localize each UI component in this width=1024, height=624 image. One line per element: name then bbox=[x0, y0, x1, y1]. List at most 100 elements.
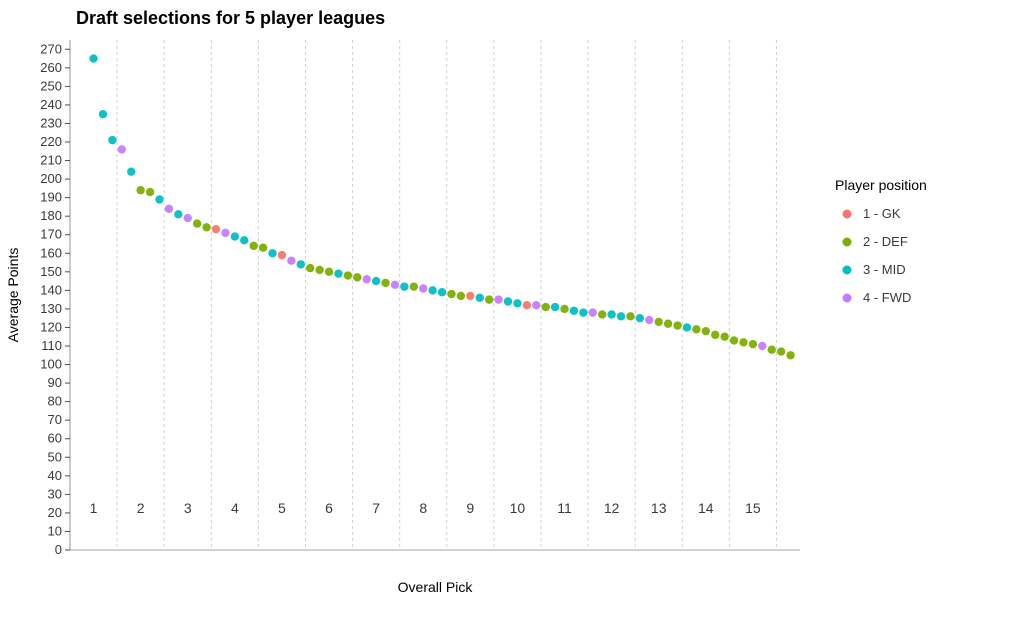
data-point bbox=[221, 229, 229, 237]
y-tick-label: 270 bbox=[40, 41, 62, 56]
legend-item-label: 4 - FWD bbox=[863, 290, 911, 305]
data-point bbox=[184, 214, 192, 222]
y-tick-label: 250 bbox=[40, 78, 62, 93]
data-point bbox=[683, 323, 691, 331]
y-tick-label: 220 bbox=[40, 134, 62, 149]
legend-swatch bbox=[843, 294, 852, 303]
data-point bbox=[617, 312, 625, 320]
y-axis-title: Average Points bbox=[5, 248, 21, 343]
data-point bbox=[476, 294, 484, 302]
legend-swatch bbox=[843, 266, 852, 275]
data-point bbox=[749, 340, 757, 348]
y-tick-label: 100 bbox=[40, 357, 62, 372]
round-label: 11 bbox=[557, 500, 572, 516]
legend-swatch bbox=[843, 210, 852, 219]
data-point bbox=[560, 305, 568, 313]
data-point bbox=[89, 54, 97, 62]
legend-swatch bbox=[843, 238, 852, 247]
data-point bbox=[174, 210, 182, 218]
y-tick-label: 200 bbox=[40, 171, 62, 186]
data-point bbox=[655, 318, 663, 326]
round-label: 2 bbox=[137, 500, 145, 516]
data-point bbox=[758, 342, 766, 350]
data-point bbox=[372, 277, 380, 285]
legend-item-label: 3 - MID bbox=[863, 262, 906, 277]
data-point bbox=[523, 301, 531, 309]
data-point bbox=[146, 188, 154, 196]
round-label: 13 bbox=[651, 500, 667, 516]
data-point bbox=[334, 269, 342, 277]
legend-item-label: 1 - GK bbox=[863, 206, 901, 221]
y-tick-label: 60 bbox=[48, 431, 62, 446]
data-point bbox=[579, 308, 587, 316]
data-point bbox=[419, 284, 427, 292]
data-point bbox=[494, 295, 502, 303]
legend-title: Player position bbox=[835, 177, 927, 193]
data-point bbox=[692, 325, 700, 333]
round-label: 12 bbox=[604, 500, 620, 516]
data-point bbox=[786, 351, 794, 359]
chart-title: Draft selections for 5 player leagues bbox=[76, 8, 385, 28]
data-point bbox=[702, 327, 710, 335]
data-point bbox=[532, 301, 540, 309]
data-point bbox=[457, 292, 465, 300]
data-point bbox=[513, 299, 521, 307]
data-point bbox=[99, 110, 107, 118]
data-point bbox=[410, 282, 418, 290]
data-point bbox=[447, 290, 455, 298]
data-point bbox=[127, 167, 135, 175]
y-tick-label: 130 bbox=[40, 301, 62, 316]
x-axis-title: Overall Pick bbox=[398, 579, 474, 595]
data-point bbox=[739, 338, 747, 346]
data-point bbox=[673, 321, 681, 329]
data-point bbox=[136, 186, 144, 194]
data-point bbox=[118, 145, 126, 153]
data-point bbox=[589, 308, 597, 316]
y-tick-label: 10 bbox=[48, 523, 62, 538]
y-tick-label: 70 bbox=[48, 412, 62, 427]
data-point bbox=[259, 244, 267, 252]
data-point bbox=[438, 288, 446, 296]
data-point bbox=[240, 236, 248, 244]
round-label: 6 bbox=[325, 500, 333, 516]
data-point bbox=[730, 336, 738, 344]
y-tick-label: 260 bbox=[40, 60, 62, 75]
y-tick-label: 120 bbox=[40, 319, 62, 334]
round-label: 5 bbox=[278, 500, 286, 516]
y-tick-label: 20 bbox=[48, 505, 62, 520]
round-label: 14 bbox=[698, 500, 714, 516]
data-point bbox=[212, 225, 220, 233]
data-point bbox=[504, 297, 512, 305]
data-point bbox=[381, 279, 389, 287]
data-point bbox=[202, 223, 210, 231]
data-point bbox=[570, 307, 578, 315]
data-point bbox=[664, 320, 672, 328]
round-label: 10 bbox=[510, 500, 526, 516]
y-tick-label: 90 bbox=[48, 375, 62, 390]
data-point bbox=[231, 232, 239, 240]
data-point bbox=[108, 136, 116, 144]
y-tick-label: 210 bbox=[40, 153, 62, 168]
data-point bbox=[720, 333, 728, 341]
data-point bbox=[598, 310, 606, 318]
data-point bbox=[636, 314, 644, 322]
y-tick-label: 160 bbox=[40, 245, 62, 260]
round-label: 9 bbox=[466, 500, 474, 516]
chart-background bbox=[0, 0, 1024, 624]
round-label: 15 bbox=[745, 500, 761, 516]
data-point bbox=[325, 268, 333, 276]
data-point bbox=[711, 331, 719, 339]
y-tick-label: 50 bbox=[48, 449, 62, 464]
data-point bbox=[363, 275, 371, 283]
data-point bbox=[551, 303, 559, 311]
y-tick-label: 180 bbox=[40, 208, 62, 223]
data-point bbox=[287, 256, 295, 264]
data-point bbox=[278, 251, 286, 259]
y-tick-label: 230 bbox=[40, 115, 62, 130]
data-point bbox=[400, 282, 408, 290]
y-tick-label: 170 bbox=[40, 227, 62, 242]
data-point bbox=[297, 260, 305, 268]
data-point bbox=[165, 205, 173, 213]
round-label: 8 bbox=[419, 500, 427, 516]
y-tick-label: 30 bbox=[48, 486, 62, 501]
